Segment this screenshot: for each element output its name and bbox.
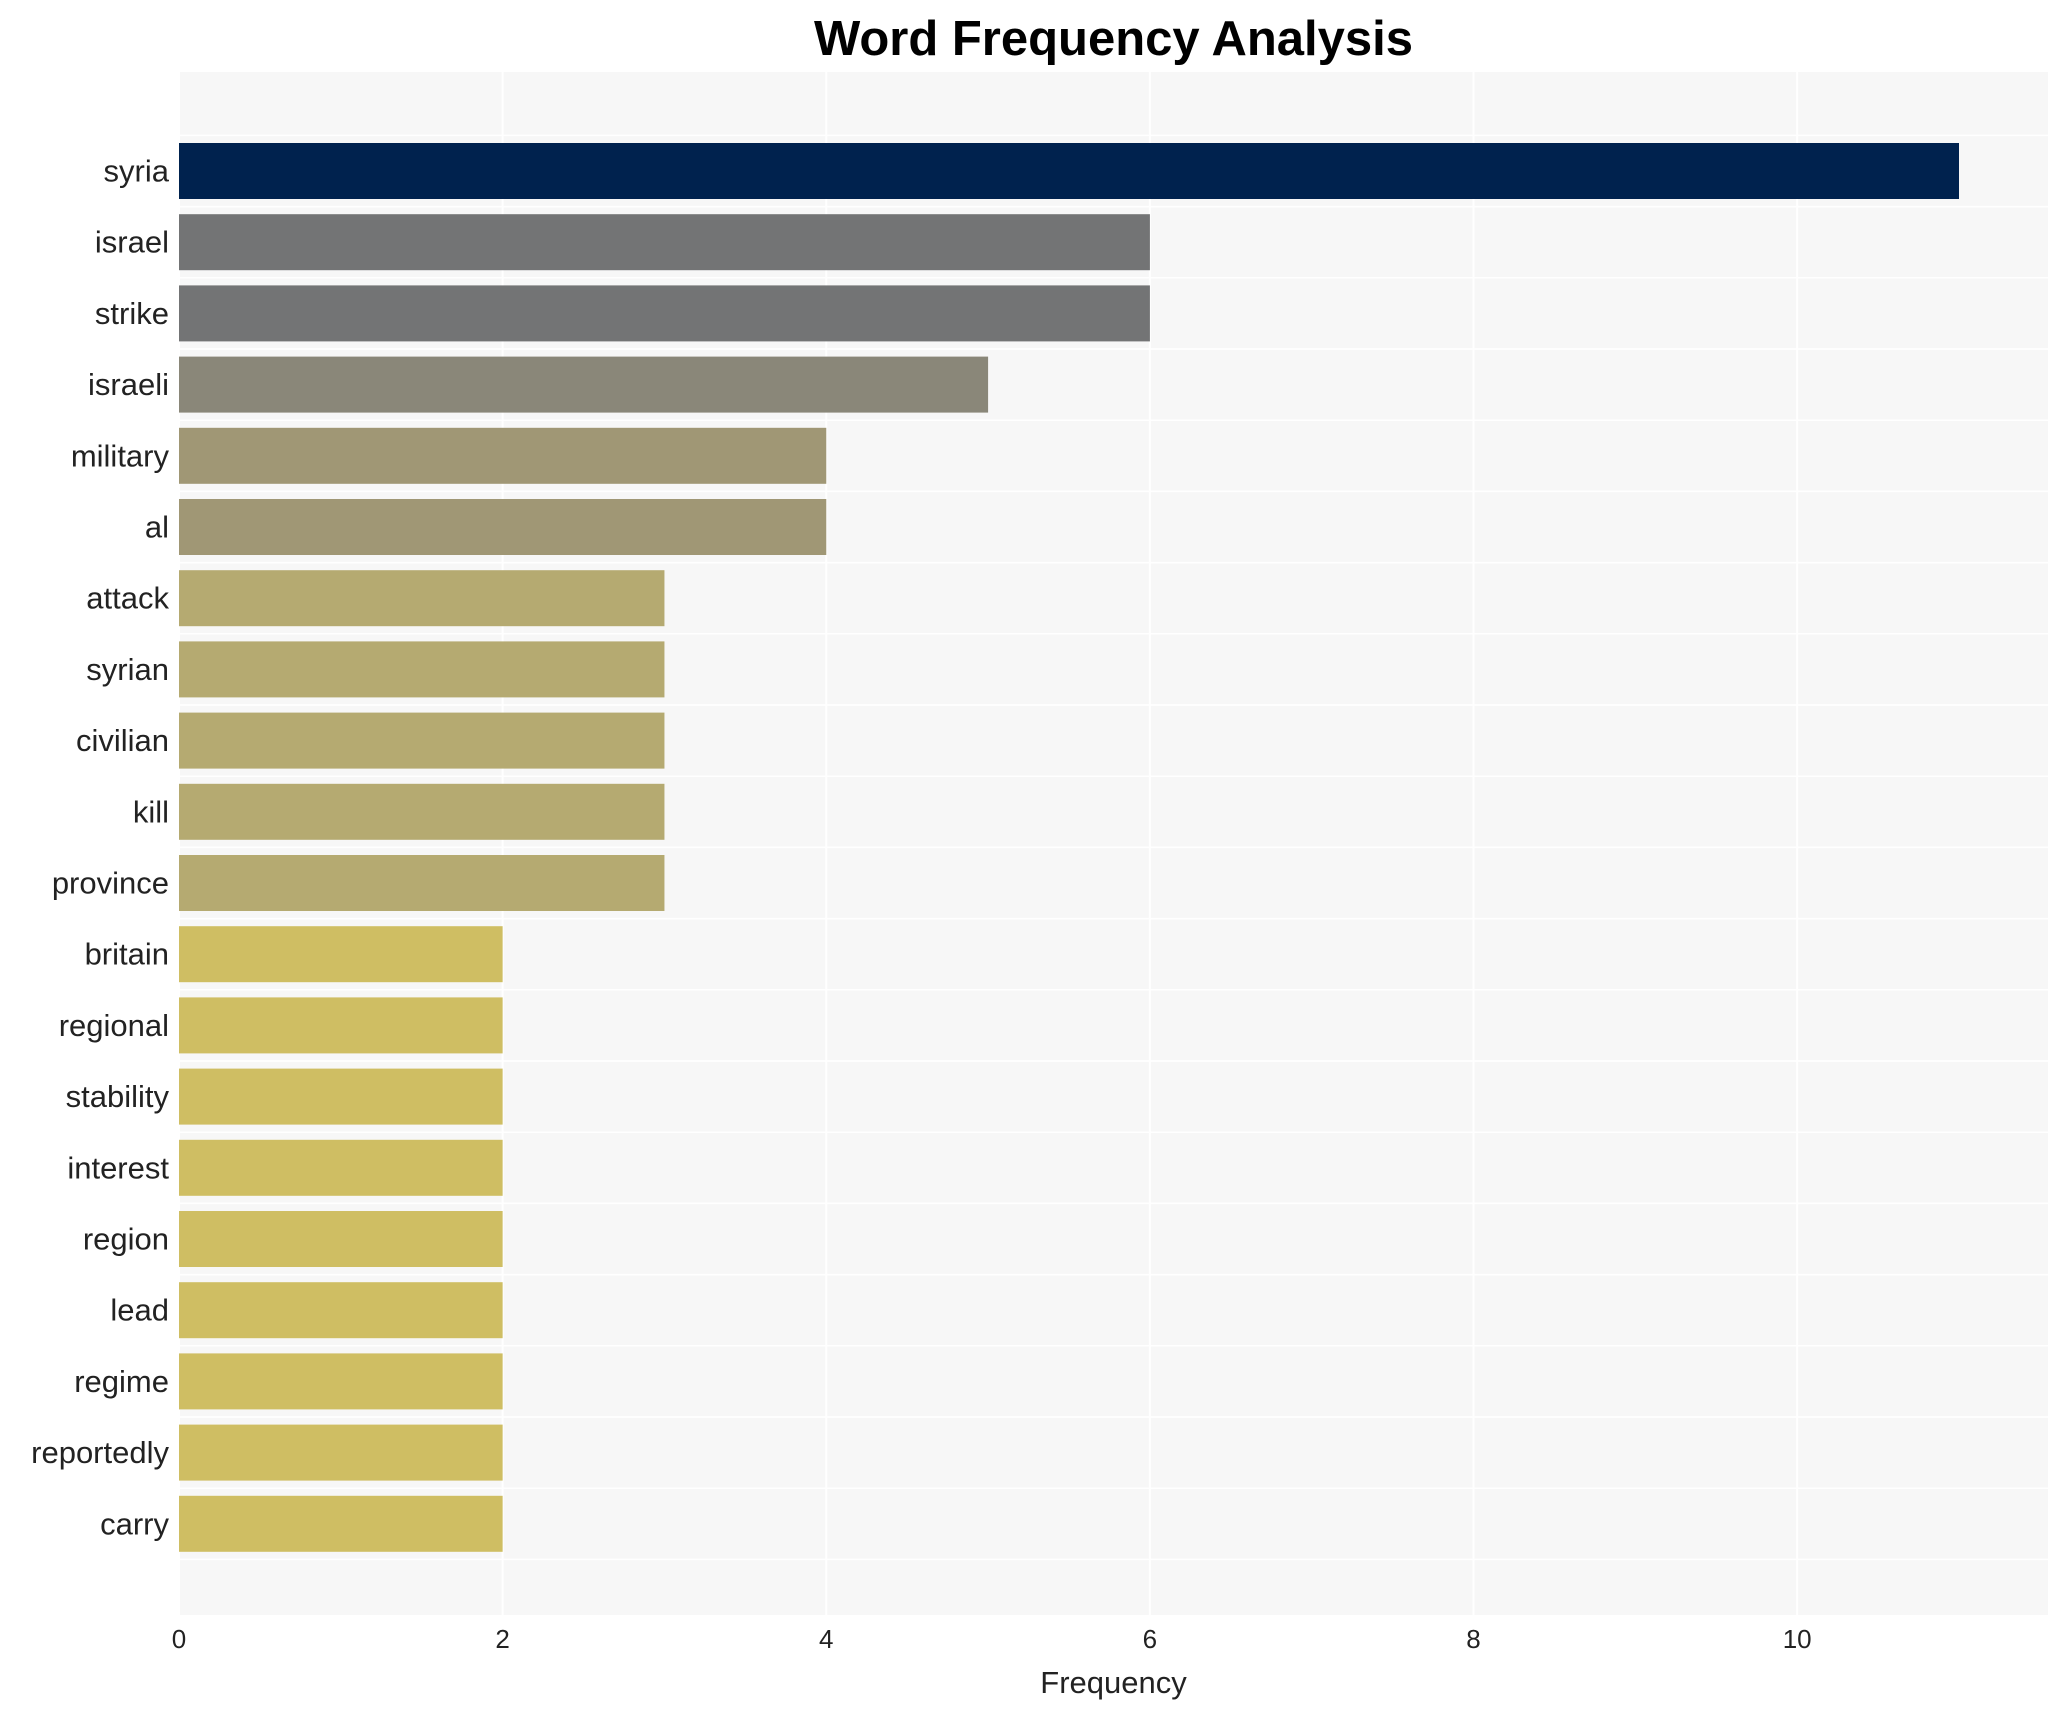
x-tick-label: 2: [495, 1624, 509, 1654]
x-tick-label: 10: [1783, 1624, 1812, 1654]
category-label-civilian: civilian: [76, 723, 169, 758]
bar-israel: [179, 214, 1150, 271]
category-label-regional: regional: [59, 1008, 169, 1043]
bars: [179, 143, 1959, 1552]
bar-stability: [179, 1068, 503, 1125]
bar-reportedly: [179, 1424, 503, 1481]
bar-britain: [179, 926, 503, 983]
category-label-region: region: [83, 1222, 169, 1257]
bar-province: [179, 855, 665, 911]
bar-attack: [179, 570, 665, 627]
x-tick-label: 0: [172, 1624, 186, 1654]
bar-carry: [179, 1495, 503, 1552]
bar-strike: [179, 285, 1150, 342]
bar-lead: [179, 1282, 503, 1339]
bar-regional: [179, 997, 503, 1054]
bar-military: [179, 427, 827, 484]
category-label-lead: lead: [110, 1293, 169, 1328]
category-label-interest: interest: [67, 1150, 169, 1185]
x-tick-label: 4: [819, 1624, 833, 1654]
category-label-israel: israel: [95, 225, 169, 260]
bar-regime: [179, 1353, 503, 1410]
bar-al: [179, 499, 827, 555]
bar-civilian: [179, 712, 665, 769]
x-tick-label: 6: [1143, 1624, 1157, 1654]
x-axis-title: Frequency: [1040, 1665, 1187, 1700]
chart-title: Word Frequency Analysis: [814, 12, 1413, 66]
category-label-reportedly: reportedly: [31, 1435, 169, 1470]
bar-israeli: [179, 356, 989, 413]
bar-kill: [179, 783, 665, 840]
category-label-syrian: syrian: [86, 652, 169, 687]
bar-region: [179, 1211, 503, 1267]
category-label-stability: stability: [66, 1079, 170, 1114]
category-label-kill: kill: [133, 794, 169, 829]
category-label-military: military: [71, 438, 170, 473]
bar-interest: [179, 1139, 503, 1196]
category-label-israeli: israeli: [88, 367, 169, 402]
category-labels: syria israel strike israeli military al attack…: [31, 154, 170, 1542]
bar-syria: [179, 143, 1959, 199]
category-label-strike: strike: [95, 296, 169, 331]
category-label-britain: britain: [85, 937, 169, 972]
category-label-province: province: [52, 866, 169, 901]
x-tick-label: 8: [1466, 1624, 1480, 1654]
category-label-al: al: [145, 510, 169, 545]
bar-syrian: [179, 641, 665, 698]
x-tick-labels: 0 2 4 6 8 10: [172, 1624, 1812, 1654]
category-label-syria: syria: [104, 154, 170, 189]
category-label-attack: attack: [86, 581, 169, 616]
category-label-carry: carry: [100, 1506, 169, 1541]
category-label-regime: regime: [74, 1364, 169, 1399]
